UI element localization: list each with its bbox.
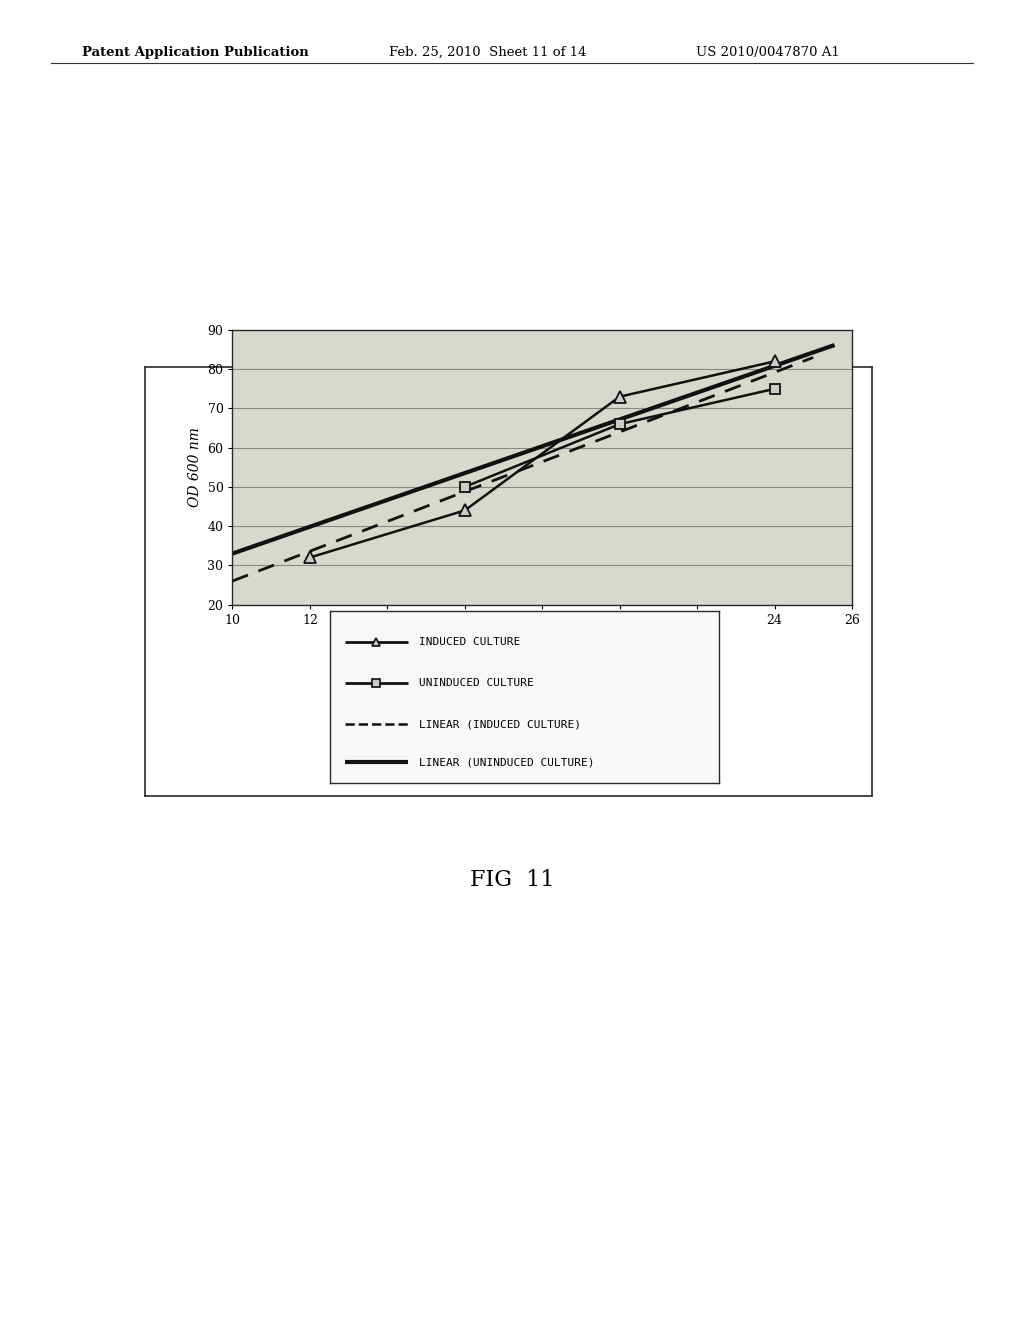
X-axis label: Age (hrs.): Age (hrs.)	[508, 632, 577, 647]
Text: INDUCED CULTURE: INDUCED CULTURE	[419, 638, 520, 647]
Text: LINEAR (UNINDUCED CULTURE): LINEAR (UNINDUCED CULTURE)	[419, 758, 595, 767]
Text: US 2010/0047870 A1: US 2010/0047870 A1	[696, 46, 840, 59]
Y-axis label: OD 600 nm: OD 600 nm	[187, 428, 202, 507]
Text: UNINDUCED CULTURE: UNINDUCED CULTURE	[419, 678, 534, 688]
Text: Feb. 25, 2010  Sheet 11 of 14: Feb. 25, 2010 Sheet 11 of 14	[389, 46, 587, 59]
Text: FIG  11: FIG 11	[470, 869, 554, 891]
Text: Patent Application Publication: Patent Application Publication	[82, 46, 308, 59]
Text: LINEAR (INDUCED CULTURE): LINEAR (INDUCED CULTURE)	[419, 719, 582, 730]
